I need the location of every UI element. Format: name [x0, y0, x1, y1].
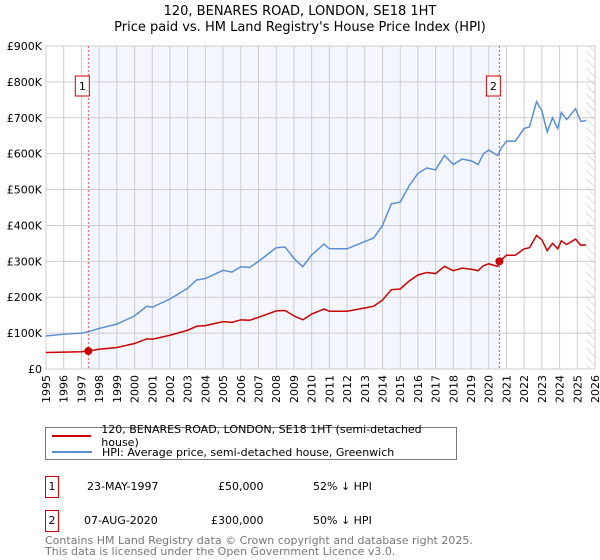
x-tick-label: 2011	[323, 375, 336, 403]
x-tick-label: 2019	[465, 375, 478, 403]
legend-swatch-red	[52, 435, 92, 437]
sale-label: 2	[490, 80, 497, 93]
sale-row: 1 23-MAY-1997 £50,000 52% ↓ HPI	[45, 476, 545, 498]
price-chart: 1995 1996 1997 1998 1999 2000 2001 2002 2003 2004…	[7, 40, 600, 403]
x-tick-label: 2025	[571, 375, 584, 403]
x-tick-label: 2009	[288, 375, 301, 403]
x-tick-label: 2021	[500, 375, 513, 403]
x-tick-label: 2024	[554, 375, 567, 403]
chart-subtitle: Price paid vs. HM Land Registry's House …	[114, 20, 486, 35]
x-tick-label: 2022	[518, 375, 531, 403]
property-price-line	[45, 234, 587, 354]
x-tick-label: 1995	[40, 375, 53, 403]
x-tick-label: 2026	[589, 375, 600, 403]
forecast-hatch	[586, 46, 595, 369]
x-tick-label: 2002	[164, 375, 177, 403]
x-tick-label: 2005	[217, 375, 230, 403]
x-tick-label: 1997	[75, 375, 88, 403]
x-tick-label: 2008	[270, 375, 283, 403]
sale-label-box	[74, 75, 90, 97]
y-tick-label: £100K	[7, 327, 43, 340]
x-tick-label: 2007	[253, 375, 266, 403]
y-tick-label: £200K	[7, 291, 43, 304]
sale-price: £50,000	[218, 480, 264, 493]
x-tick-label: 2003	[182, 375, 195, 403]
sale-date: 07-AUG-2020	[84, 514, 158, 527]
legend-label: 120, BENARES ROAD, LONDON, SE18 1HT (sem…	[101, 423, 422, 449]
x-tick-label: 2016	[412, 375, 425, 403]
x-tick-label: 2018	[447, 375, 460, 403]
sale-point	[84, 347, 93, 356]
footer-licence: This data is licensed under the Open Gov…	[45, 545, 396, 558]
y-tick-label: £900K	[7, 40, 43, 53]
x-tick-label: 1996	[58, 375, 71, 403]
legend-label: HPI: Average price, semi-detached house,…	[102, 445, 395, 459]
y-tick-label: £0	[28, 363, 42, 376]
x-tick-label: 2001	[146, 375, 159, 403]
footer-copyright: Contains HM Land Registry data © Crown c…	[45, 534, 473, 547]
x-tick-label: 2014	[376, 375, 389, 403]
chart-title: 120, BENARES ROAD, LONDON, SE18 1HT	[163, 4, 437, 19]
x-tick-label: 2012	[341, 375, 354, 403]
sale-label: 1	[79, 80, 86, 93]
x-tick-label: 2023	[536, 375, 549, 403]
sale-marker-badge: 1	[45, 476, 59, 498]
y-tick-label: £600K	[7, 148, 43, 161]
x-tick-label: 2015	[394, 375, 407, 403]
x-tick-label: 2010	[306, 375, 319, 403]
sale-marker-badge: 2	[45, 510, 59, 532]
hpi-line	[45, 99, 587, 337]
sale-date: 23-MAY-1997	[87, 480, 159, 493]
y-tick-label: £500K	[7, 184, 43, 197]
legend-item-hpi: HPI: Average price, semi-detached house,…	[52, 444, 394, 460]
sale-label-box	[485, 75, 501, 97]
sale-hpi-diff: 50% ↓ HPI	[313, 514, 372, 527]
sale-price: £300,000	[211, 514, 264, 527]
x-tick-label: 2013	[359, 375, 372, 403]
sale-row: 2 07-AUG-2020 £300,000 50% ↓ HPI	[45, 510, 545, 532]
x-tick-label: 2006	[235, 375, 248, 403]
legend-item-property: 120, BENARES ROAD, LONDON, SE18 1HT (sem…	[52, 423, 456, 449]
x-tick-label: 1998	[93, 375, 106, 403]
legend-swatch-blue	[52, 451, 92, 453]
x-tick-label: 1999	[111, 375, 124, 403]
sale-point	[495, 257, 504, 266]
y-tick-label: £300K	[7, 255, 43, 268]
x-tick-label: 2000	[129, 375, 142, 403]
y-tick-label: £800K	[7, 76, 43, 89]
x-tick-label: 2020	[483, 375, 496, 403]
sale-hpi-diff: 52% ↓ HPI	[313, 480, 372, 493]
x-tick-label: 2004	[199, 375, 212, 403]
legend: 120, BENARES ROAD, LONDON, SE18 1HT (sem…	[45, 423, 457, 460]
y-tick-label: £400K	[7, 219, 43, 232]
y-tick-label: £700K	[7, 112, 43, 125]
x-tick-label: 2017	[430, 375, 443, 403]
